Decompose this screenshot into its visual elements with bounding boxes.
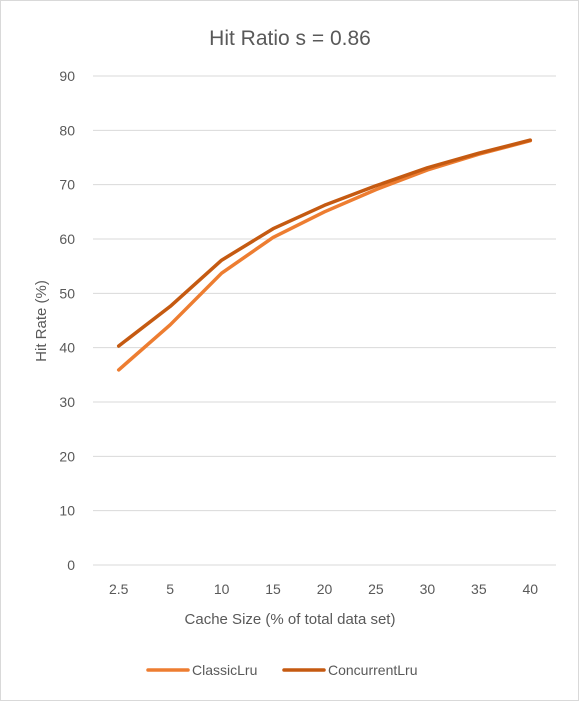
x-tick-label: 35 [471, 581, 487, 597]
y-tick-label: 0 [67, 557, 75, 573]
y-tick-label: 50 [59, 285, 75, 301]
y-tick-label: 20 [59, 448, 75, 464]
y-tick-label: 70 [59, 177, 75, 193]
series-lines [116, 138, 533, 372]
legend-label: ConcurrentLru [328, 662, 418, 678]
y-tick-label: 10 [59, 503, 75, 519]
x-tick-label: 20 [317, 581, 333, 597]
y-tick-label: 80 [59, 122, 75, 138]
series-line-classiclru [116, 138, 533, 372]
x-tick-label: 15 [265, 581, 281, 597]
x-tick-label: 40 [522, 581, 538, 597]
gridlines [93, 75, 556, 566]
x-tick-label: 30 [420, 581, 436, 597]
legend-item-concurrentlru[interactable]: ConcurrentLru [282, 662, 418, 678]
y-tick-label: 90 [59, 68, 75, 84]
y-tick-label: 30 [59, 394, 75, 410]
x-axis-ticks: 2.5 5 10 15 20 25 30 35 40 [109, 581, 538, 597]
x-axis-label: Cache Size (% of total data set) [185, 611, 396, 628]
legend-item-classiclru[interactable]: ClassicLru [146, 662, 257, 678]
legend[interactable]: ClassicLru ConcurrentLru [146, 662, 418, 678]
chart-title: Hit Ratio s = 0.86 [209, 27, 371, 50]
x-tick-label: 5 [166, 581, 174, 597]
series-line-concurrentlru [116, 138, 533, 348]
y-axis-ticks: 0 10 20 30 40 50 60 70 80 90 [59, 68, 75, 573]
legend-label: ClassicLru [192, 662, 257, 678]
y-tick-label: 60 [59, 231, 75, 247]
x-tick-label: 25 [368, 581, 384, 597]
x-tick-label: 2.5 [109, 581, 129, 597]
x-tick-label: 10 [214, 581, 230, 597]
y-axis-label: Hit Rate (%) [33, 280, 50, 362]
y-tick-label: 40 [59, 340, 75, 356]
